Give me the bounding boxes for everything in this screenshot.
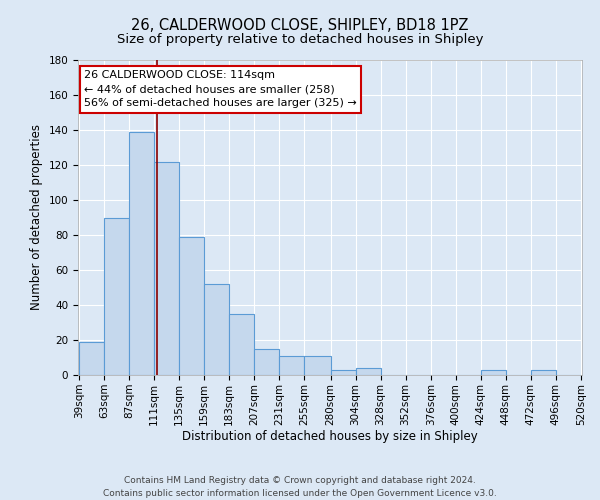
Bar xyxy=(331,370,356,375)
X-axis label: Distribution of detached houses by size in Shipley: Distribution of detached houses by size … xyxy=(182,430,478,444)
Bar xyxy=(104,218,129,375)
Bar xyxy=(229,314,254,375)
Bar xyxy=(179,237,204,375)
Bar xyxy=(531,370,556,375)
Bar xyxy=(79,342,104,375)
Bar xyxy=(204,284,229,375)
Bar xyxy=(154,162,179,375)
Bar xyxy=(129,132,154,375)
Text: 26 CALDERWOOD CLOSE: 114sqm
← 44% of detached houses are smaller (258)
56% of se: 26 CALDERWOOD CLOSE: 114sqm ← 44% of det… xyxy=(84,70,357,108)
Bar xyxy=(304,356,331,375)
Bar xyxy=(356,368,380,375)
Y-axis label: Number of detached properties: Number of detached properties xyxy=(30,124,43,310)
Text: 26, CALDERWOOD CLOSE, SHIPLEY, BD18 1PZ: 26, CALDERWOOD CLOSE, SHIPLEY, BD18 1PZ xyxy=(131,18,469,32)
Text: Contains HM Land Registry data © Crown copyright and database right 2024.
Contai: Contains HM Land Registry data © Crown c… xyxy=(103,476,497,498)
Text: Size of property relative to detached houses in Shipley: Size of property relative to detached ho… xyxy=(117,32,483,46)
Bar xyxy=(481,370,506,375)
Bar xyxy=(280,356,304,375)
Bar xyxy=(254,349,280,375)
